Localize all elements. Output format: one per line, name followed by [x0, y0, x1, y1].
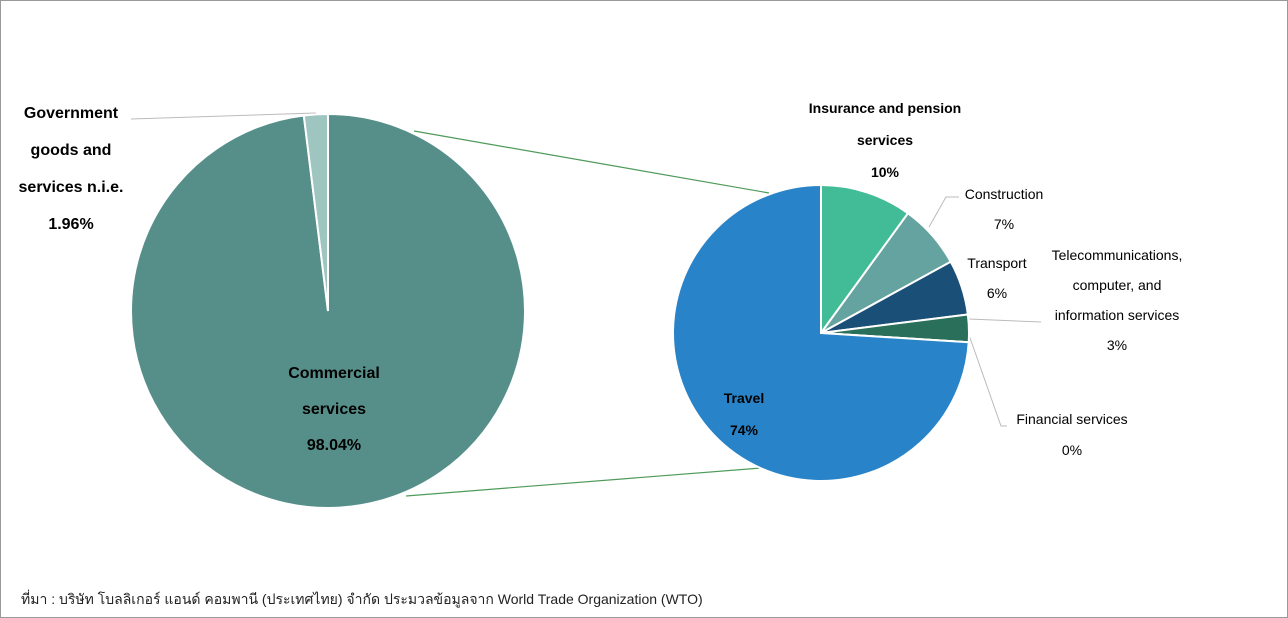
slice-label: Telecommunications, computer, and inform…	[1037, 240, 1197, 360]
pie-slice	[820, 183, 910, 337]
slice-value-label: 74%	[729, 422, 759, 438]
slice-value-label: 0%	[1061, 442, 1083, 458]
slice-category: Telecommunications, computer, and inform…	[1051, 247, 1183, 323]
leader-line	[968, 334, 1007, 427]
slice-label: Transport 6%	[952, 248, 1042, 308]
slice-value-label: 7%	[993, 216, 1015, 232]
leader-line	[928, 196, 959, 228]
slice-category: Transport	[967, 255, 1027, 271]
slice-category: Financial services	[1016, 411, 1128, 427]
leader-line	[968, 318, 1042, 323]
slice-category: Government goods and services n.i.e.	[18, 105, 124, 196]
slice-label: Commercial services 98.04%	[264, 356, 404, 464]
slice-value-label: 1.96%	[48, 216, 94, 233]
slice-value-label: 6%	[986, 285, 1008, 301]
connector-line	[405, 467, 762, 497]
slice-label: Government goods and services n.i.e. 1.96…	[6, 95, 136, 243]
slice-value-label: 10%	[870, 164, 900, 180]
leader-line	[130, 112, 317, 120]
slice-label: Financial services 0%	[997, 404, 1147, 466]
slice-value-label: 98.04%	[306, 437, 362, 454]
slice-label: Construction 7%	[944, 179, 1064, 239]
pie-slice	[302, 112, 329, 312]
source-note: ที่มา : บริษัท โบลลิเกอร์ แอนด์ คอมพานี …	[21, 591, 703, 607]
pie-slice	[672, 183, 970, 482]
slice-category: Travel	[723, 390, 765, 406]
slice-category: Insurance and pension services	[808, 100, 962, 148]
connector-line	[413, 130, 770, 194]
slice-value-label: 3%	[1106, 337, 1128, 353]
slice-label: Insurance and pension services 10%	[805, 92, 965, 188]
slice-label: Travel 74%	[694, 382, 794, 446]
slice-category: Construction	[964, 186, 1044, 202]
slice-category: Commercial services	[288, 365, 380, 418]
